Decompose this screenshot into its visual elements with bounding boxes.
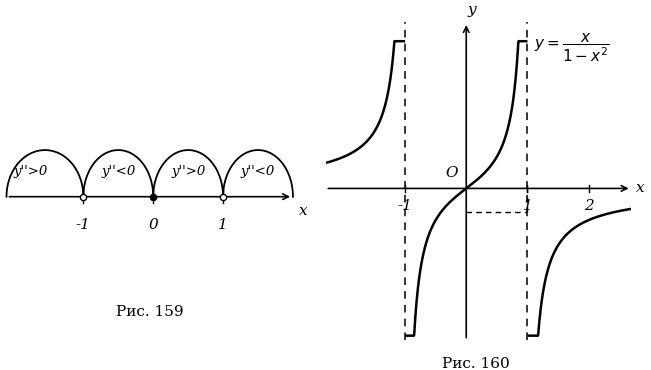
Text: Рис. 159: Рис. 159 bbox=[116, 306, 184, 319]
Text: O: O bbox=[446, 166, 458, 180]
Text: y''>0: y''>0 bbox=[171, 165, 205, 178]
Text: x: x bbox=[636, 181, 644, 195]
Text: 1: 1 bbox=[523, 199, 533, 213]
Text: 1: 1 bbox=[218, 218, 228, 232]
Text: -1: -1 bbox=[398, 199, 413, 213]
Text: y''>0: y''>0 bbox=[14, 165, 48, 178]
Text: Рис. 160: Рис. 160 bbox=[441, 357, 509, 370]
Text: x: x bbox=[299, 204, 307, 218]
Text: $y=\dfrac{x}{1-x^{2}}$: $y=\dfrac{x}{1-x^{2}}$ bbox=[534, 32, 609, 64]
Text: 0: 0 bbox=[148, 218, 158, 232]
Text: 2: 2 bbox=[584, 199, 594, 213]
Text: y''<0: y''<0 bbox=[241, 165, 275, 178]
Text: y''<0: y''<0 bbox=[101, 165, 135, 178]
Text: -1: -1 bbox=[76, 218, 90, 232]
Text: y: y bbox=[468, 3, 477, 17]
